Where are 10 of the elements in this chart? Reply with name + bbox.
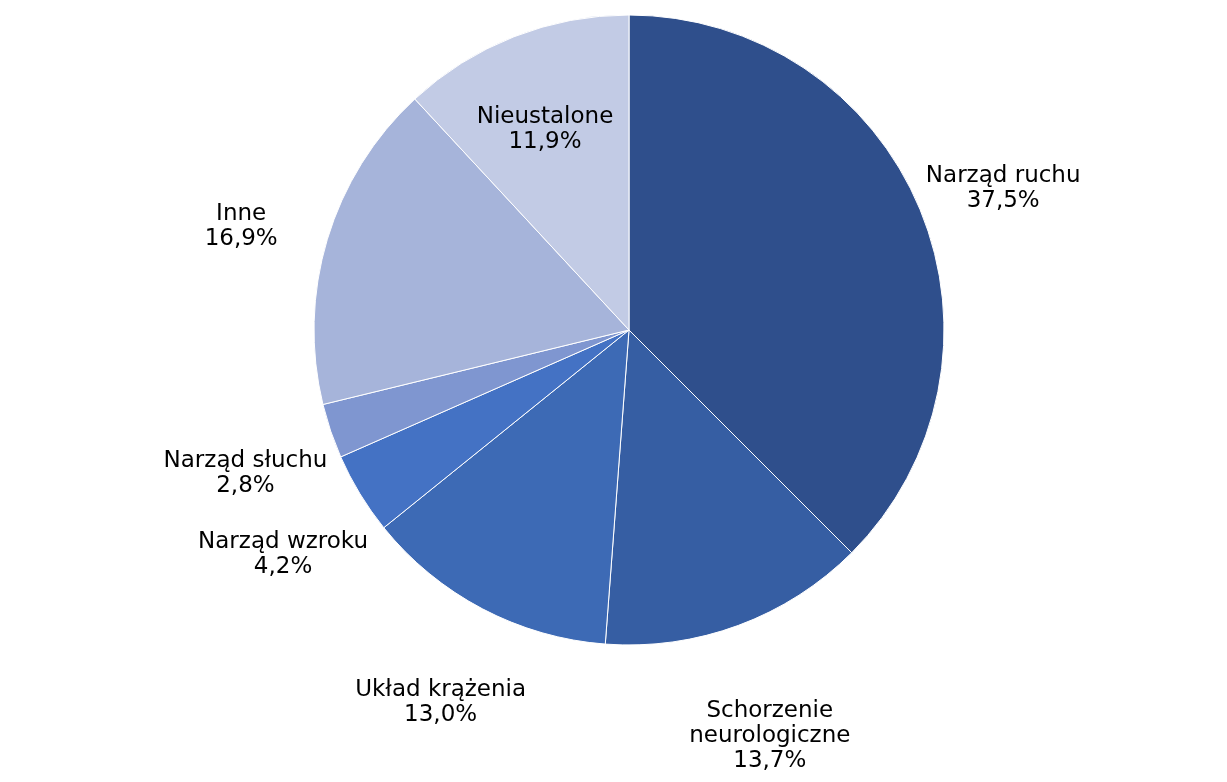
slice-label: Nieustalone xyxy=(476,101,614,128)
data-label: 37,5% xyxy=(966,186,1040,213)
data-label: 16,9% xyxy=(204,224,278,251)
slice-label: Narząd ruchu xyxy=(925,161,1081,188)
slice-label: Narząd wzroku xyxy=(198,526,368,553)
slice-label: Schorzenie neurologiczne xyxy=(689,695,851,747)
slice-label: Inne xyxy=(216,199,267,226)
slice-label: Narząd słuchu xyxy=(163,445,328,472)
slice-label: Układ krążenia xyxy=(355,674,527,701)
data-label: 11,9% xyxy=(508,126,582,153)
